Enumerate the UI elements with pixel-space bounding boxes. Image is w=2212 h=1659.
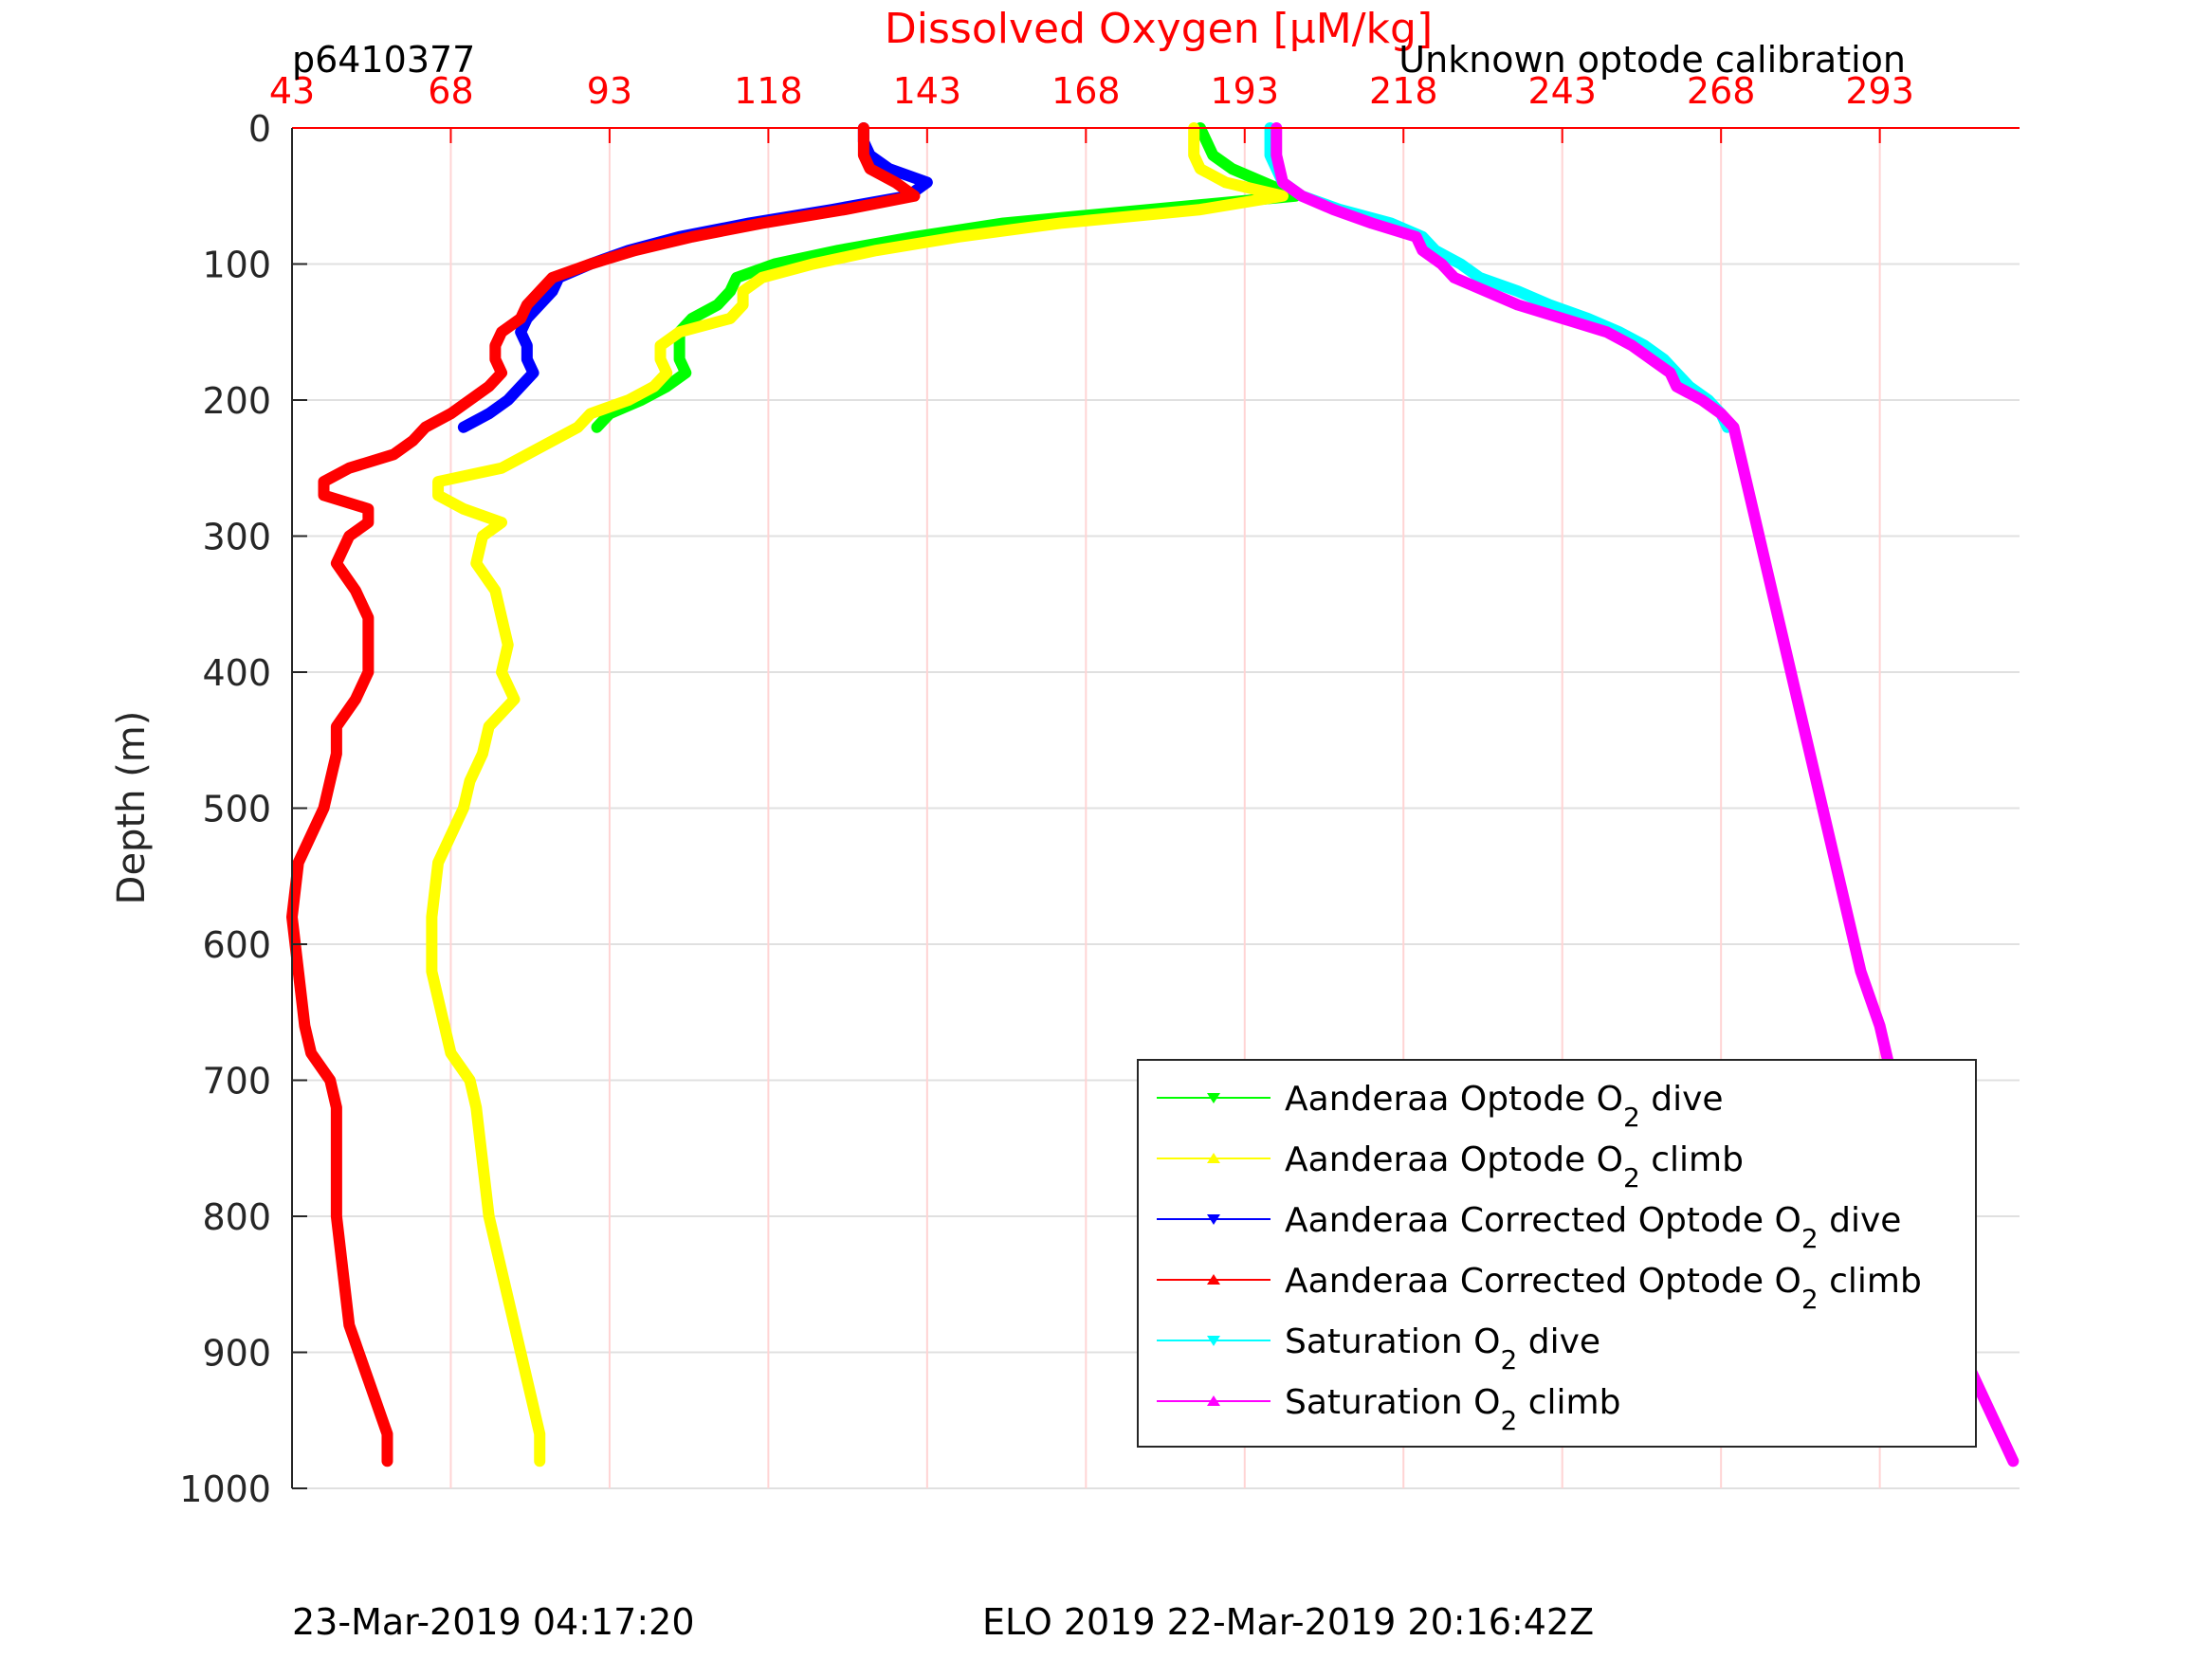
legend-marker-aanderaa-corrected-optode-o2-dive: [1207, 1214, 1220, 1225]
x-tick-label: 268: [1687, 70, 1756, 112]
legend-label-aanderaa-corrected-optode-o2-dive: Aanderaa Corrected Optode O2 dive: [1285, 1201, 1901, 1254]
legend-label-aanderaa-optode-o2-dive: Aanderaa Optode O2 dive: [1285, 1080, 1724, 1133]
y-tick-label: 300: [202, 517, 271, 558]
y-axis-label: Depth (m): [110, 711, 154, 905]
calibration-note: Unknown optode calibration: [1398, 39, 1906, 81]
legend: Aanderaa Optode O2 dive Aanderaa Optode O…: [1137, 1059, 1977, 1448]
legend-label-aanderaa-optode-o2-climb: Aanderaa Optode O2 climb: [1285, 1140, 1744, 1194]
x-tick-label: 43: [269, 70, 315, 112]
x-tick-label: 168: [1051, 70, 1121, 112]
legend-label-saturation-o2-dive: Saturation O2 dive: [1285, 1322, 1600, 1376]
y-tick-label: 200: [202, 380, 271, 422]
y-tick-label: 500: [202, 789, 271, 830]
y-tick-label: 700: [202, 1061, 271, 1103]
y-tick-label: 800: [202, 1196, 271, 1238]
axes: 0 100 200 300 400 500 600 700 800 900 1000 43 68 93 11…: [179, 70, 2020, 1510]
profile-id: p6410377: [292, 39, 475, 81]
legend-box: [1137, 1059, 1977, 1448]
legend-marker-aanderaa-optode-o2-climb: [1207, 1153, 1220, 1163]
x-tick-label: 218: [1369, 70, 1438, 112]
x-tick-label: 93: [587, 70, 632, 112]
legend-marker-saturation-o2-climb: [1207, 1395, 1220, 1406]
y-tick-label: 1000: [179, 1468, 271, 1510]
x-axis-label: Dissolved Oxygen [μM/kg]: [885, 5, 1433, 53]
y-tick-label: 400: [202, 652, 271, 694]
series-saturation-o2-dive: [1264, 122, 1733, 433]
y-tick-label: 600: [202, 924, 271, 966]
series-aanderaa-optode-o2-climb: [426, 122, 1289, 1468]
y-tick-label: 100: [202, 245, 271, 286]
footer-mission: ELO 2019 22-Mar-2019 20:16:42Z: [982, 1601, 1594, 1643]
series-aanderaa-corrected-optode-o2-dive: [457, 122, 933, 433]
x-tick-label: 143: [893, 70, 962, 112]
x-tick-label: 68: [428, 70, 473, 112]
x-tick-label: 293: [1845, 70, 1914, 112]
y-tick-label: 0: [248, 108, 271, 150]
series-aanderaa-optode-o2-dive: [591, 122, 1302, 433]
x-tick-label: 193: [1211, 70, 1280, 112]
legend-label-aanderaa-corrected-optode-o2-climb: Aanderaa Corrected Optode O2 climb: [1285, 1262, 1922, 1315]
footer-timestamp: 23-Mar-2019 04:17:20: [292, 1601, 695, 1643]
legend-marker-aanderaa-optode-o2-dive: [1207, 1093, 1220, 1103]
y-tick-label: 900: [202, 1333, 271, 1375]
series-aanderaa-corrected-optode-o2-climb: [286, 122, 921, 1468]
legend-marker-saturation-o2-dive: [1207, 1336, 1220, 1346]
legend-label-saturation-o2-climb: Saturation O2 climb: [1285, 1383, 1620, 1436]
x-tick-label: 243: [1527, 70, 1597, 112]
legend-marker-aanderaa-corrected-optode-o2-climb: [1207, 1274, 1220, 1285]
x-tick-label: 118: [734, 70, 803, 112]
series-lines: [286, 122, 2020, 1468]
